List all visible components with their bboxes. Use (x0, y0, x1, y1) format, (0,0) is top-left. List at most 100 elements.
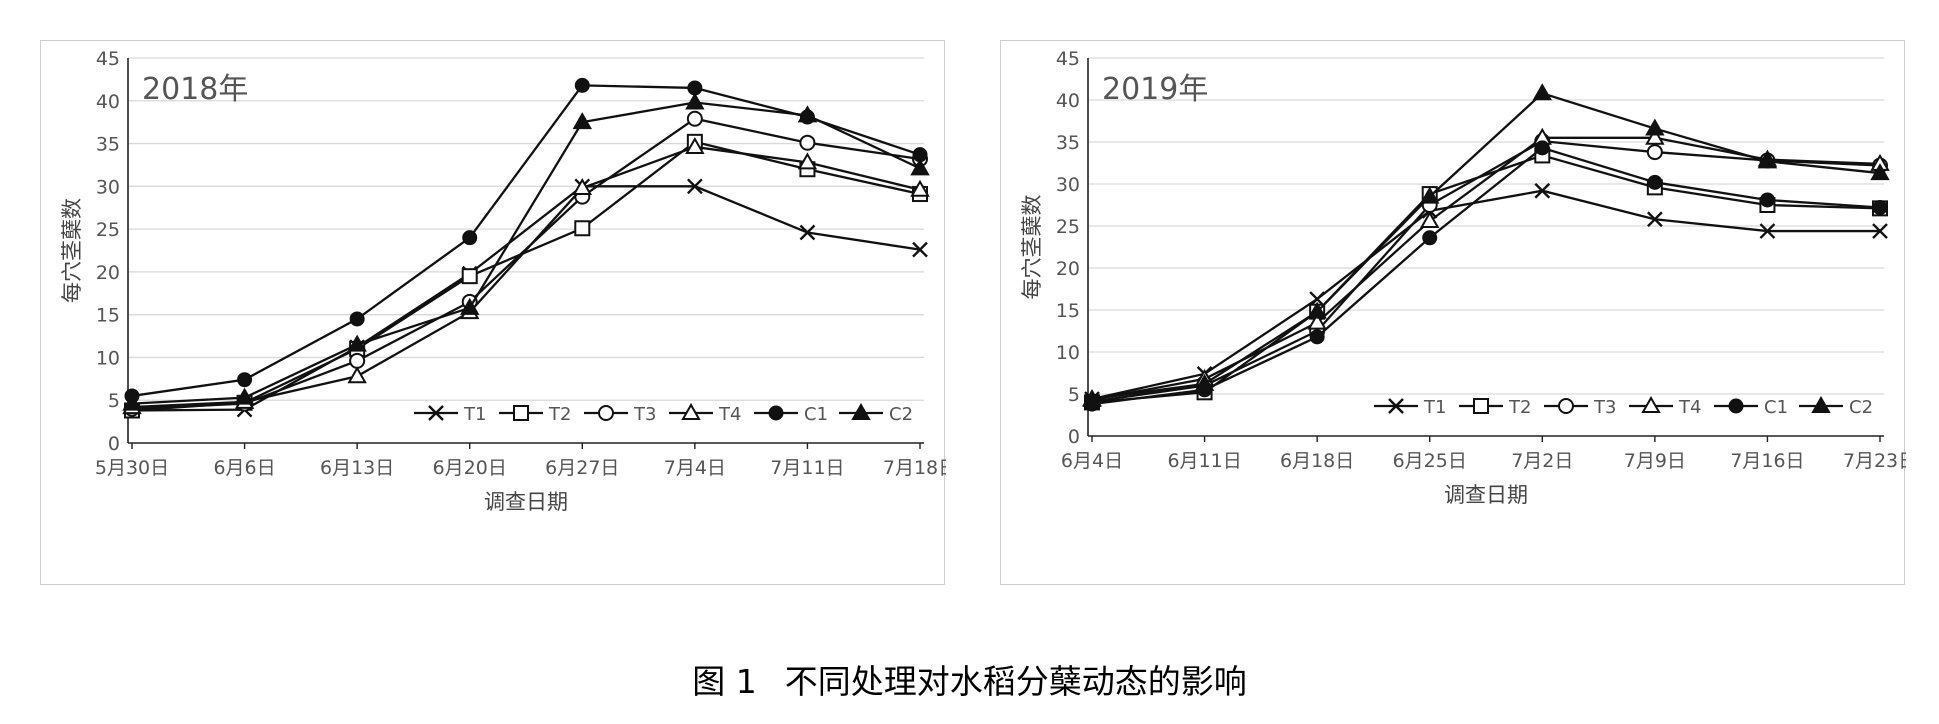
data-point-C1 (1872, 200, 1888, 216)
data-point-T3 (1646, 144, 1663, 161)
data-point-C1 (462, 230, 478, 246)
data-point-C2 (572, 112, 593, 130)
legend-item-T1: T1 (1374, 397, 1446, 418)
y-tick-label: 5 (108, 390, 120, 412)
data-point-C2 (1307, 301, 1327, 319)
y-tick-label: 15 (96, 305, 120, 327)
chart-2018: 0 5 10 15 20 25 30 35 40 45 5月30日 6月6日 6月13日 6月20日 6月2… (60, 48, 946, 514)
data-point-C2 (459, 297, 480, 315)
x-tick-label: 6月4日 (1061, 450, 1123, 472)
legend-marker (1641, 395, 1661, 413)
data-point-T1 (1872, 223, 1888, 239)
legend: T1 T2 T3 T4 C1 C2 (414, 402, 913, 425)
legend-item-T4: T4 (669, 402, 741, 425)
y-tick-label: 20 (1056, 258, 1080, 280)
x-tick-label: 7月16日 (1730, 450, 1804, 472)
x-axis-label: 调查日期 (484, 490, 568, 514)
x-tick-label: 6月25日 (1393, 450, 1467, 472)
series-line-T4 (131, 145, 921, 409)
chart-2019: 0 5 10 15 20 25 30 35 40 45 6月4日 6月11日 6月18日 6月25日 7月2… (1020, 48, 1906, 507)
chart-title: 2019年 (1102, 72, 1208, 107)
data-point-C1 (237, 372, 253, 388)
data-point-C2 (685, 92, 705, 110)
data-point-T2 (574, 220, 591, 237)
legend-marker (1473, 398, 1489, 414)
legend-marker (513, 405, 529, 421)
figure-caption: 图 1 不同处理对水稻分蘖动态的影响 (0, 655, 1939, 703)
x-tick-label: 6月20日 (433, 457, 507, 479)
figure-caption-label: 图 1 (692, 662, 757, 701)
legend-item-T3: T3 (1544, 397, 1616, 418)
data-point-C2 (1870, 163, 1890, 181)
legend-marker (768, 405, 784, 421)
legend-label: C1 (804, 404, 828, 425)
y-tick-label: 10 (96, 347, 120, 369)
legend-label: T4 (718, 404, 741, 425)
legend-item-T3: T3 (584, 404, 656, 425)
x-tick-label: 7月9日 (1624, 450, 1686, 472)
figure-caption-text: 不同处理对水稻分蘖动态的影响 (784, 662, 1247, 701)
data-point-T3 (686, 110, 703, 127)
legend-item-T4: T4 (1629, 395, 1701, 418)
legend-marker (1388, 398, 1404, 414)
x-tick-label: 7月2日 (1511, 450, 1573, 472)
legend: T1 T2 T3 T4 C1 C2 (1374, 395, 1873, 418)
legend-label: T3 (1593, 397, 1616, 418)
series-line-T4 (1091, 136, 1881, 402)
data-point-C2 (347, 334, 367, 352)
y-tick-label: 25 (1056, 216, 1080, 238)
series-line-C1 (1091, 146, 1881, 406)
data-point-C2 (910, 158, 930, 176)
data-point-C2 (122, 393, 142, 411)
data-point-C2 (1194, 373, 1215, 391)
y-tick-label: 0 (108, 433, 120, 455)
x-tick-label: 6月11日 (1167, 450, 1241, 472)
y-axis-label: 每穴茎蘖数 (60, 198, 84, 303)
chart-panel-2019: 0 5 10 15 20 25 30 35 40 45 6月4日 6月11日 6月18日 6月25日 7月2… (1000, 40, 1906, 585)
legend-label: T1 (1423, 397, 1446, 418)
data-point-T4 (1645, 127, 1665, 145)
legend-label: T2 (1508, 397, 1531, 418)
legend-marker (1728, 398, 1744, 414)
legend-marker (598, 405, 614, 421)
data-point-C1 (1647, 174, 1663, 190)
data-point-T4 (685, 136, 705, 154)
legend-item-C2: C2 (1799, 395, 1873, 418)
legend-item-T2: T2 (1459, 397, 1531, 418)
series-T4 (122, 136, 930, 415)
legend-label: T1 (463, 404, 486, 425)
y-tick-label: 0 (1068, 426, 1080, 448)
x-tick-label: 5月30日 (95, 457, 169, 479)
series-line-T2 (131, 140, 921, 412)
y-tick-label: 40 (96, 91, 120, 113)
legend-marker (681, 402, 701, 420)
legend-label: C1 (1764, 397, 1788, 418)
series-line-C2 (131, 101, 921, 405)
data-point-C1 (1534, 140, 1550, 156)
data-point-C2 (1645, 118, 1665, 136)
x-axis: 5月30日 6月6日 6月13日 6月20日 6月27日 7月4日 7月11日 7月18日 (95, 443, 946, 479)
legend-marker (1811, 395, 1831, 413)
data-point-C2 (1419, 186, 1440, 204)
y-tick-label: 20 (96, 262, 120, 284)
data-point-T4 (910, 179, 930, 197)
legend-marker (428, 405, 444, 421)
data-point-T4 (347, 366, 367, 384)
data-point-C1 (1422, 230, 1438, 246)
data-point-T1 (912, 241, 928, 258)
series-C2 (1082, 83, 1890, 407)
y-tick-label: 35 (1056, 132, 1080, 154)
y-axis: 0 5 10 15 20 25 30 35 40 45 (96, 48, 120, 455)
y-tick-label: 45 (1056, 48, 1080, 70)
data-point-C2 (797, 105, 818, 123)
y-tick-label: 5 (1068, 384, 1080, 406)
data-point-T4 (572, 178, 593, 196)
x-tick-label: 7月4日 (664, 457, 726, 479)
x-tick-label: 6月13日 (320, 457, 394, 479)
data-point-C1 (1309, 329, 1325, 345)
x-tick-label: 7月18日 (883, 457, 946, 479)
data-point-T1 (799, 224, 816, 241)
data-point-C1 (349, 311, 365, 327)
legend-label: T2 (548, 404, 571, 425)
gridlines (1088, 57, 1884, 395)
